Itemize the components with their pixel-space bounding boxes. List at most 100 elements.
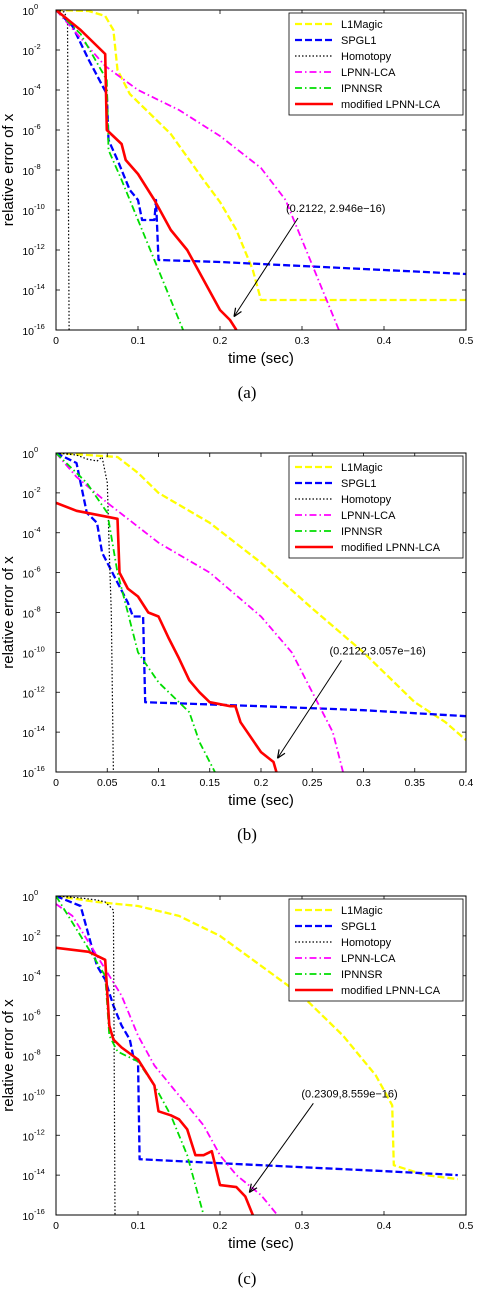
x-tick-label: 0.2 xyxy=(254,777,269,789)
y-tick-exponent: -6 xyxy=(34,122,41,131)
legend: L1Magic SPGL1 Homotopy LPNN-LCA IPNNSR modifi… xyxy=(288,455,464,559)
series-line-ipnnsr xyxy=(56,896,205,1215)
y-tick-label: 10 xyxy=(22,1131,34,1143)
x-tick-label: 0.3 xyxy=(295,1220,310,1232)
series-line-homotopy xyxy=(56,10,70,330)
y-tick-exponent: -14 xyxy=(34,282,45,291)
y-tick-label: 10 xyxy=(22,326,34,338)
series-line-spgl1 xyxy=(56,10,466,276)
y-tick-label: 10 xyxy=(22,489,34,501)
legend-label: SPGL1 xyxy=(341,921,376,933)
x-tick-label: 0 xyxy=(53,1220,59,1232)
legend-label: L1Magic xyxy=(341,19,383,31)
annotation: (0.2122, 2.946e−16) xyxy=(233,203,385,318)
y-tick-label: 10 xyxy=(22,569,34,581)
x-tick-label: 0.1 xyxy=(151,777,166,789)
series-group xyxy=(56,453,466,772)
x-tick-label: 0.5 xyxy=(459,335,474,347)
y-tick-label: 10 xyxy=(22,1091,34,1103)
y-tick-exponent: -10 xyxy=(34,202,45,211)
x-tick-label: 0.2 xyxy=(213,1220,228,1232)
y-tick-label: 10 xyxy=(22,46,34,58)
y-tick-label: 10 xyxy=(22,648,34,660)
legend-box xyxy=(288,898,464,1002)
y-tick-exponent: -14 xyxy=(34,1167,45,1176)
legend-label: modified LPNN-LCA xyxy=(341,542,441,554)
y-axis-label: relative error of x xyxy=(0,999,17,1112)
y-tick-label: 10 xyxy=(22,449,34,461)
x-tick-label: 0.1 xyxy=(131,335,146,347)
legend-label: SPGL1 xyxy=(341,478,376,490)
y-tick-exponent: -10 xyxy=(34,1087,45,1096)
series-line-homotopy xyxy=(56,896,116,1215)
x-tick-label: 0.1 xyxy=(131,1220,146,1232)
panel-caption: (b) xyxy=(237,825,257,844)
annotation-label: (0.2309,8.559e−16) xyxy=(301,1088,397,1100)
y-tick-label: 10 xyxy=(22,1052,34,1064)
x-tick-label: 0.3 xyxy=(356,777,371,789)
annotation-arrow-head xyxy=(233,307,242,318)
legend-label: Homotopy xyxy=(341,494,392,506)
x-tick-label: 0 xyxy=(53,335,59,347)
legend-label: L1Magic xyxy=(341,462,383,474)
y-tick-exponent: -16 xyxy=(34,322,45,331)
y-tick-exponent: -12 xyxy=(34,684,45,693)
y-tick-label: 10 xyxy=(22,529,34,541)
x-tick-label: 0.25 xyxy=(302,777,323,789)
y-tick-exponent: -14 xyxy=(34,724,45,733)
y-tick-exponent: -6 xyxy=(34,1008,41,1017)
y-tick-exponent: -8 xyxy=(34,1048,41,1057)
y-tick-exponent: -4 xyxy=(34,968,41,977)
panel-caption: (a) xyxy=(238,383,257,402)
annotation: (0.2309,8.559e−16) xyxy=(248,1088,398,1193)
y-tick-exponent: -4 xyxy=(34,525,41,534)
y-tick-label: 10 xyxy=(22,728,34,740)
x-axis-label: time (sec) xyxy=(228,350,294,367)
y-tick-label: 10 xyxy=(22,688,34,700)
series-line-lpnn-lca xyxy=(56,903,279,1215)
y-tick-exponent: -4 xyxy=(34,82,41,91)
y-tick-exponent: -16 xyxy=(34,764,45,773)
series-line-ipnnsr xyxy=(56,10,184,330)
y-tick-label: 10 xyxy=(22,609,34,621)
annotation-arrow-line xyxy=(277,660,342,759)
series-line-modified-lpnn-lca xyxy=(56,946,255,1215)
legend-label: LPNN-LCA xyxy=(341,67,396,79)
y-tick-exponent: 0 xyxy=(34,445,38,454)
y-tick-label: 10 xyxy=(22,1211,34,1223)
y-tick-label: 10 xyxy=(22,932,34,944)
legend-label: modified LPNN-LCA xyxy=(341,99,441,111)
series-line-lpnn-lca xyxy=(56,10,340,330)
legend-box xyxy=(288,12,464,116)
legend-label: modified LPNN-LCA xyxy=(341,985,441,997)
panel-caption: (c) xyxy=(238,1269,257,1288)
y-tick-label: 10 xyxy=(22,1012,34,1024)
legend-label: Homotopy xyxy=(341,51,392,63)
series-group xyxy=(56,10,466,330)
x-tick-label: 0.5 xyxy=(459,1220,474,1232)
annotation-arrow-head xyxy=(276,749,286,759)
y-tick-label: 10 xyxy=(22,86,34,98)
y-tick-exponent: -16 xyxy=(34,1207,45,1216)
annotation: (0.2122,3.057e−16) xyxy=(276,645,426,759)
legend-label: IPNNSR xyxy=(341,526,383,538)
x-tick-label: 0.3 xyxy=(295,335,310,347)
y-tick-label: 10 xyxy=(22,126,34,138)
series-line-l1magic xyxy=(56,453,466,741)
legend: L1Magic SPGL1 Homotopy LPNN-LCA IPNNSR modifi… xyxy=(288,12,464,116)
annotation-arrow-head xyxy=(248,1183,258,1193)
y-tick-exponent: -8 xyxy=(34,605,41,614)
x-tick-label: 0.05 xyxy=(97,777,118,789)
series-line-modified-lpnn-lca xyxy=(56,501,278,772)
legend-box xyxy=(288,455,464,559)
y-tick-label: 10 xyxy=(22,768,34,780)
series-line-l1magic xyxy=(56,10,466,302)
y-tick-exponent: -10 xyxy=(34,644,45,653)
y-tick-label: 10 xyxy=(22,972,34,984)
y-tick-label: 10 xyxy=(22,1171,34,1183)
x-axis-label: time (sec) xyxy=(228,1235,294,1252)
y-tick-label: 10 xyxy=(22,166,34,178)
x-tick-label: 0.4 xyxy=(377,335,392,347)
